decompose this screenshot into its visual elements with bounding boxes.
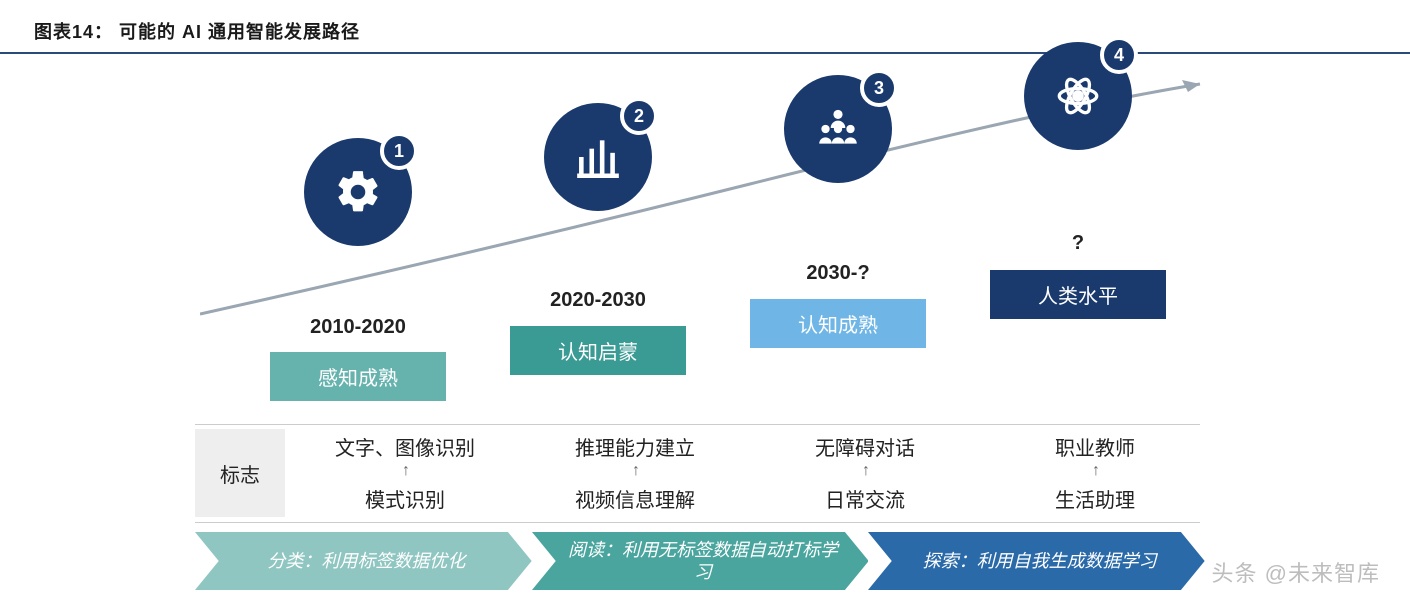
diagram-canvas: 标志 文字、图像识别 推理能力建立 无障碍对话 职业教师 ↑ ↑ ↑ ↑ 模式识… [0,54,1410,594]
chevron-label: 阅读：利用无标签数据自动打标学习 [562,539,845,584]
divider-line [195,424,1200,425]
stage-badge: 2 [620,97,658,135]
marker-row-label: 标志 [195,429,285,517]
stage-badge: 3 [860,69,898,107]
watermark-text: 头条 @未来智库 [1212,556,1380,588]
stage-badge: 4 [1100,36,1138,74]
up-arrow-icon: ↑ [1086,462,1106,480]
stage-node-4: 4 [1024,42,1132,150]
marker-row-top: 文字、图像识别 推理能力建立 无障碍对话 职业教师 [290,432,1210,461]
marker-cell: 日常交流 [750,484,980,513]
marker-cell: 视频信息理解 [520,484,750,513]
stage-label-pill: 认知成熟 [750,299,926,348]
marker-cell: 文字、图像识别 [290,432,520,461]
stage-label-pill: 认知启蒙 [510,326,686,375]
up-arrow-icon: ↑ [856,462,876,480]
stage-label-pill: 感知成熟 [270,352,446,401]
marker-cell: 推理能力建立 [520,432,750,461]
up-arrow-icon: ↑ [396,462,416,480]
chevron-label: 分类：利用标签数据优化 [267,550,465,573]
chevron-step: 阅读：利用无标签数据自动打标学习 [532,532,869,590]
stage-label-pill: 人类水平 [990,270,1166,319]
stage-node-1: 1 [304,138,412,246]
chevron-row: 分类：利用标签数据优化 阅读：利用无标签数据自动打标学习 探索：利用自我生成数据… [195,532,1205,590]
chevron-label: 探索：利用自我生成数据学习 [923,550,1157,573]
stage-year-label: 2030-? [748,262,928,285]
marker-cell: 职业教师 [980,432,1210,461]
marker-row-bottom: 模式识别 视频信息理解 日常交流 生活助理 [290,484,1210,513]
stage-year-label: ? [988,232,1168,255]
stage-year-label: 2010-2020 [268,316,448,339]
stage-year-label: 2020-2030 [508,289,688,312]
up-arrow-icon: ↑ [626,462,646,480]
stage-badge: 1 [380,132,418,170]
marker-cell: 无障碍对话 [750,432,980,461]
stage-node-3: 3 [784,75,892,183]
marker-cell: 生活助理 [980,484,1210,513]
stage-node-2: 2 [544,103,652,211]
marker-cell: 模式识别 [290,484,520,513]
chevron-step: 探索：利用自我生成数据学习 [868,532,1205,590]
figure-title: 图表14： 可能的 AI 通用智能发展路径 [0,0,1410,54]
chevron-step: 分类：利用标签数据优化 [195,532,532,590]
divider-line [195,522,1200,523]
